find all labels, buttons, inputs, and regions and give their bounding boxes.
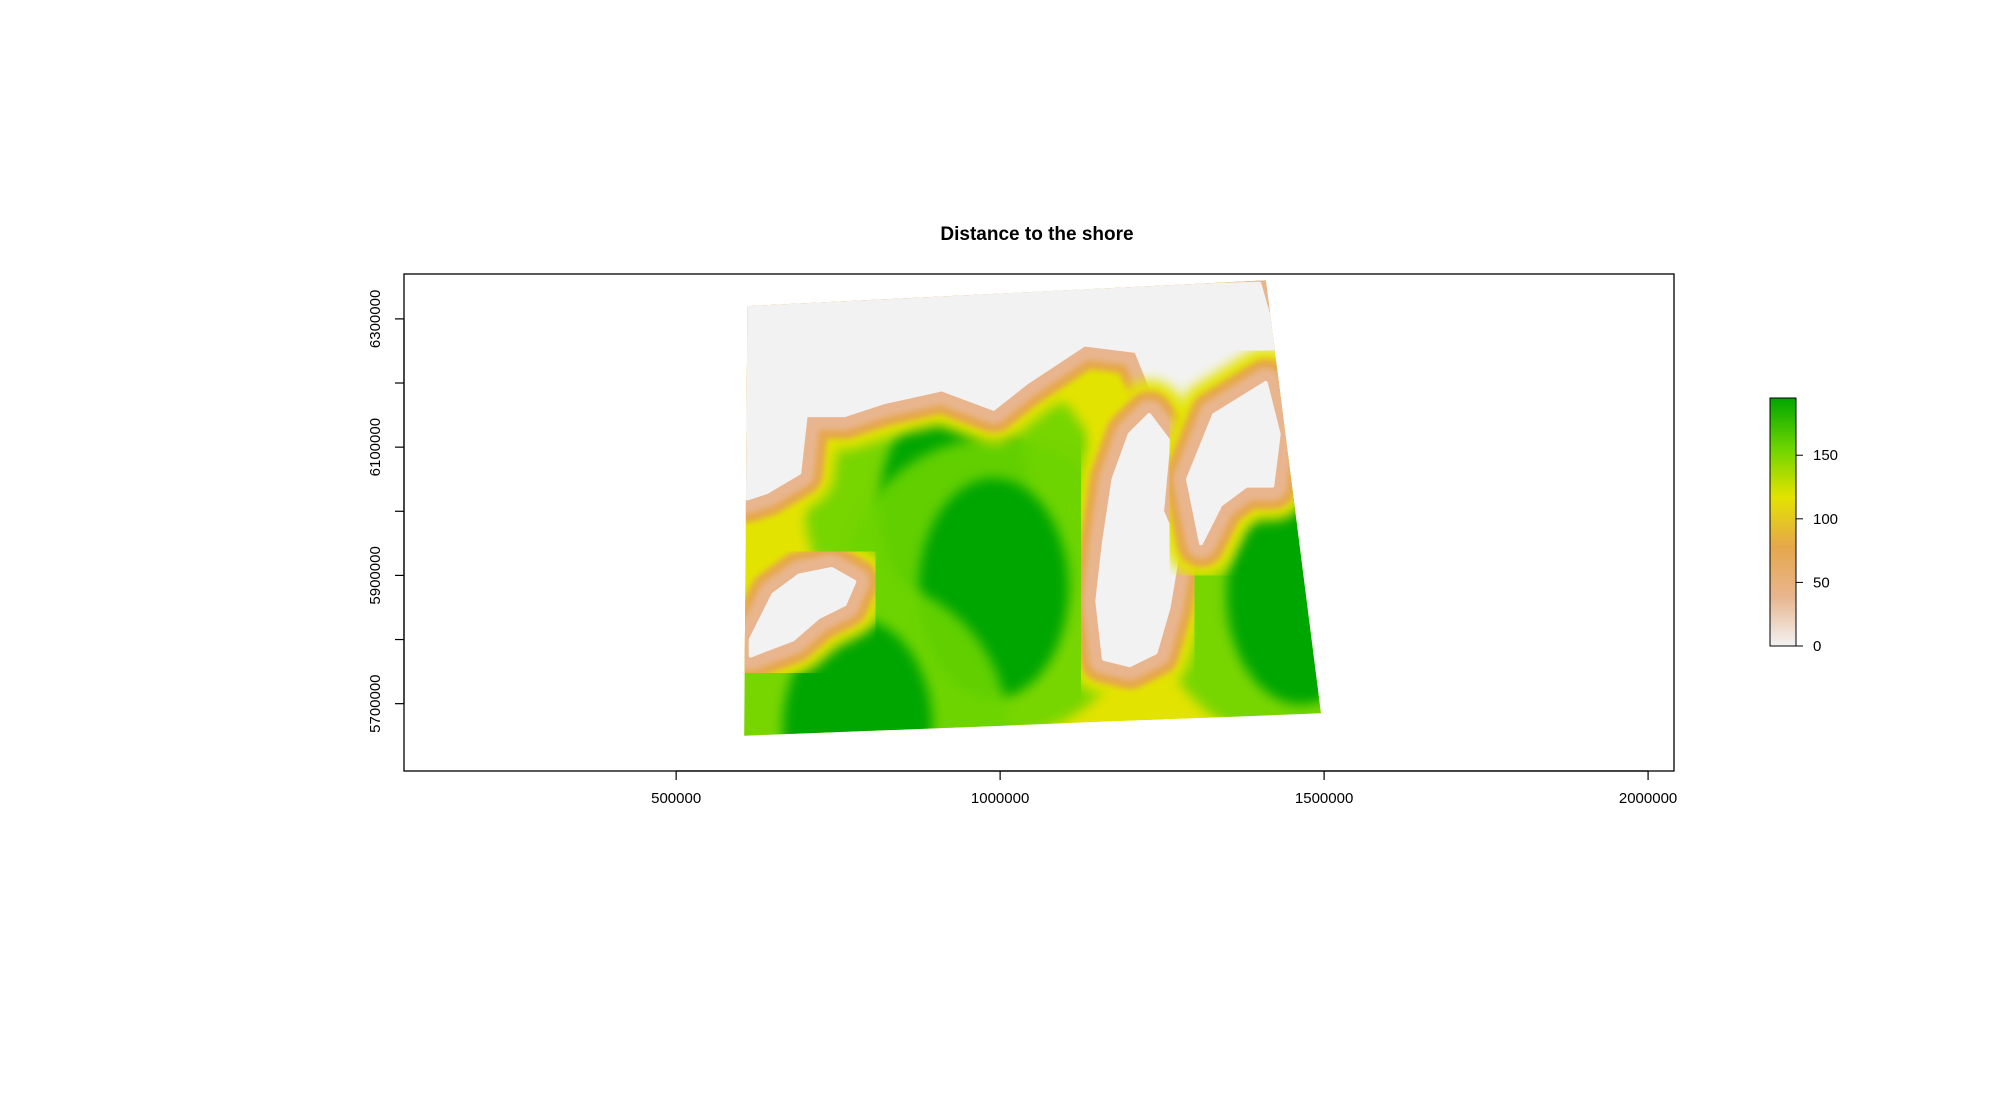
x-tick-label: 1500000 bbox=[1295, 790, 1353, 807]
y-tick-label: 5900000 bbox=[367, 546, 384, 604]
land-fill bbox=[1186, 381, 1281, 546]
x-tick-label: 500000 bbox=[651, 790, 701, 807]
color-legend: 0 50 100 150 bbox=[1769, 397, 1838, 655]
sea-core-2 bbox=[1226, 484, 1321, 705]
x-axis: 500000 1000000 1500000 2000000 bbox=[651, 770, 1677, 807]
legend-tick-label: 100 bbox=[1813, 511, 1838, 528]
land-island-west bbox=[744, 534, 890, 691]
land-fill bbox=[748, 567, 857, 658]
y-axis: 5700000 5900000 6100000 6300000 bbox=[367, 290, 405, 733]
x-tick-label: 2000000 bbox=[1619, 790, 1677, 807]
x-tick-label: 1000000 bbox=[971, 790, 1029, 807]
y-tick-label: 5700000 bbox=[367, 674, 384, 732]
chart-title: Distance to the shore bbox=[940, 224, 1133, 245]
legend-colorbar bbox=[1769, 397, 1797, 647]
legend-tick-label: 0 bbox=[1813, 638, 1821, 655]
y-tick-label: 6100000 bbox=[367, 418, 384, 476]
legend-tick-label: 50 bbox=[1813, 574, 1830, 591]
raster-content bbox=[744, 280, 1321, 736]
distance-raster bbox=[744, 280, 1321, 736]
y-tick-label: 6300000 bbox=[367, 290, 384, 348]
legend-tick-label: 150 bbox=[1813, 447, 1838, 464]
sea-core-3 bbox=[782, 619, 933, 736]
land-east-coast bbox=[1153, 348, 1314, 579]
